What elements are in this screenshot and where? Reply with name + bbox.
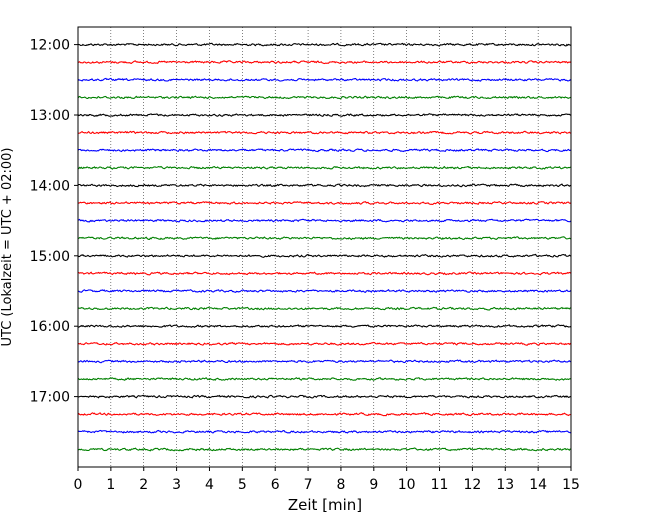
trace-line	[77, 341, 572, 346]
trace-line	[77, 412, 572, 417]
y-tick-label: 17:00	[30, 390, 70, 406]
x-tick-label: 3	[172, 477, 181, 493]
trace-line	[77, 165, 572, 170]
y-tick-label: 13:00	[30, 108, 70, 124]
trace-line	[77, 236, 572, 241]
x-tick-label: 14	[529, 477, 547, 493]
y-tick-label: 15:00	[30, 249, 70, 265]
x-tick-label: 9	[369, 477, 378, 493]
trace-line	[77, 113, 572, 118]
trace-line	[77, 60, 572, 65]
x-tick-label: 7	[304, 477, 313, 493]
x-tick-label: 5	[238, 477, 247, 493]
x-tick-label: 12	[463, 477, 481, 493]
trace-line	[77, 271, 572, 276]
trace-line	[77, 306, 572, 311]
trace-line	[77, 218, 572, 223]
y-tick-label: 14:00	[30, 178, 70, 194]
trace-line	[77, 429, 572, 434]
x-tick-label: 13	[496, 477, 514, 493]
trace-line	[77, 359, 572, 364]
trace-line	[77, 148, 572, 153]
x-tick-label: 0	[74, 477, 83, 493]
grid-lines	[110, 27, 539, 467]
x-tick-label: 2	[139, 477, 148, 493]
trace-line	[77, 77, 572, 82]
plot-frame	[77, 26, 572, 468]
x-tick-label: 11	[431, 477, 449, 493]
trace-line	[77, 183, 572, 188]
trace-line	[77, 130, 572, 135]
trace-line	[77, 253, 572, 258]
y-tick-label: 16:00	[30, 319, 70, 335]
x-tick-label: 10	[398, 477, 416, 493]
x-tick-label: 15	[562, 477, 580, 493]
y-tick-label: 12:00	[30, 38, 70, 54]
x-axis-label: Zeit [min]	[288, 496, 362, 514]
y-axis-label: UTC (Lokalzeit = UTC + 02:00)	[0, 148, 15, 347]
trace-line	[77, 324, 572, 328]
x-tick-label: 4	[205, 477, 214, 493]
x-tick-label: 8	[336, 477, 345, 493]
trace-line	[77, 42, 572, 47]
x-tick-label: 6	[271, 477, 280, 493]
trace-line	[77, 95, 572, 100]
x-axis-ticks: 0 1 2 3 4 5 6 7 8 9 10 11 12 13 14 15	[74, 467, 580, 493]
y-axis-ticks: 12:00 13:00 14:00 15:00 16:00 17:00	[30, 38, 78, 406]
x-tick-label: 1	[106, 477, 115, 493]
trace-line	[77, 289, 572, 293]
trace-line	[77, 394, 572, 399]
trace-lines	[77, 42, 572, 452]
trace-line	[77, 447, 572, 452]
trace-line	[77, 201, 572, 205]
trace-line	[77, 377, 572, 381]
